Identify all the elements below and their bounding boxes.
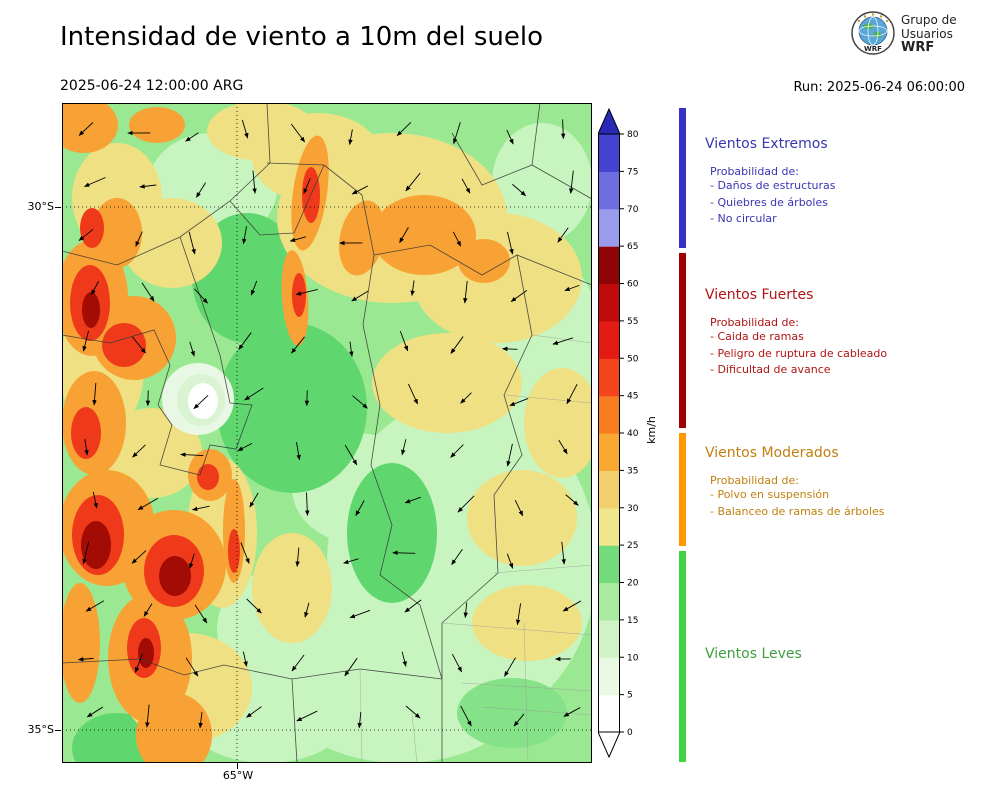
legend-item: - Quiebres de árboles (710, 195, 828, 209)
colorbar-tick-40: 40 (627, 429, 639, 439)
wrf-logo-icon: WRF (851, 11, 895, 55)
colorbar-tick-45: 45 (627, 392, 638, 402)
colorbar-unit-label: km/h (645, 416, 658, 444)
map-svg (62, 103, 592, 763)
colorbar-tick-25: 25 (627, 541, 638, 551)
legend-item: - Polvo en suspensión (710, 488, 830, 501)
gridlines (62, 103, 592, 763)
legend-section-moderados: Vientos Moderados Probabilidad de: - Pol… (705, 445, 997, 520)
colorbar-tick-60: 60 (627, 280, 639, 290)
legend-strip-segment (679, 108, 686, 248)
legend-strip-segment (679, 253, 686, 428)
axis-tick (237, 763, 238, 769)
valid-time-label: 2025-06-24 12:00:00 ARG (60, 78, 244, 94)
colorbar-tick-20: 20 (627, 579, 639, 589)
province-borders (62, 103, 592, 763)
legend-title: Vientos Moderados (705, 445, 839, 461)
colorbar-tick-15: 15 (627, 616, 638, 626)
legend-items: - Caida de ramas - Peligro de ruptura de … (705, 329, 997, 379)
legend-color-strip (679, 0, 686, 800)
axis-tick (55, 207, 61, 208)
legend-title: Vientos Extremos (705, 136, 828, 152)
lon-tick-label-65w: 65°W (222, 769, 254, 782)
map-border (62, 103, 592, 763)
legend-title: Vientos Leves (705, 646, 802, 662)
logo-text-line3: WRF (901, 40, 935, 55)
page-title: Intensidad de viento a 10m del suelo (60, 22, 544, 52)
logo-text-line2: Usuarios (901, 27, 953, 41)
department-borders (359, 334, 592, 763)
colorbar-tick-70: 70 (627, 205, 639, 215)
legend-items: - Daños de estructuras - Quiebres de árbo… (705, 178, 997, 228)
legend-items: - Polvo en suspensión - Balanceo de ramas… (705, 487, 997, 520)
legend-section-fuertes: Vientos Fuertes Probabilidad de: - Caida… (705, 287, 997, 379)
legend-item: - Caida de ramas (710, 330, 804, 343)
svg-text:WRF: WRF (864, 45, 882, 53)
legend-probability-label: Probabilidad de: (710, 165, 799, 178)
legend-section-extremos: Vientos Extremos Probabilidad de: - Daño… (705, 136, 997, 228)
colorbar-tick-80: 80 (627, 130, 639, 140)
legend-section-leves: Vientos Leves (705, 646, 997, 662)
legend-strip-segment (679, 433, 686, 546)
legend-item: - Daños de estructuras (710, 179, 836, 192)
wind-arrows (78, 119, 582, 729)
colorbar-tick-55: 55 (627, 317, 638, 327)
legend-probability-label: Probabilidad de: (710, 316, 799, 329)
wind-field-contours (62, 103, 592, 763)
legend-item: - No circular (710, 212, 777, 225)
colorbar-tick-65: 65 (627, 242, 638, 252)
legend-item: - Balanceo de ramas de árboles (710, 504, 885, 518)
model-run-label: Run: 2025-06-24 06:00:00 (793, 80, 965, 95)
colorbar-tick-75: 75 (627, 167, 638, 177)
colorbar-tick-5: 5 (627, 691, 633, 701)
colorbar: 0 5 10 15 20 25 30 35 40 45 50 55 60 65 70 75 80 (598, 107, 639, 759)
colorbar-tick-10: 10 (627, 653, 639, 663)
logo-text-line1: Grupo de (901, 13, 957, 27)
legend-item: - Peligro de ruptura de cableado (710, 346, 888, 360)
lat-tick-label-30s: 30°S (27, 200, 54, 213)
legend-item: - Dificultad de avance (710, 363, 831, 376)
lat-tick-label-35s: 35°S (27, 723, 54, 736)
legend-title: Vientos Fuertes (705, 287, 814, 303)
axis-tick (55, 730, 61, 731)
colorbar-tick-30: 30 (627, 504, 639, 514)
wind-map (62, 103, 592, 763)
wrf-logo: WRF (850, 10, 896, 56)
colorbar-tick-50: 50 (627, 354, 639, 364)
logo-text: Grupo de Usuarios WRF (901, 13, 957, 55)
legend-strip-segment (679, 551, 686, 762)
colorbar-tick-35: 35 (627, 466, 638, 476)
legend-probability-label: Probabilidad de: (710, 474, 799, 487)
colorbar-tick-0: 0 (627, 728, 633, 738)
